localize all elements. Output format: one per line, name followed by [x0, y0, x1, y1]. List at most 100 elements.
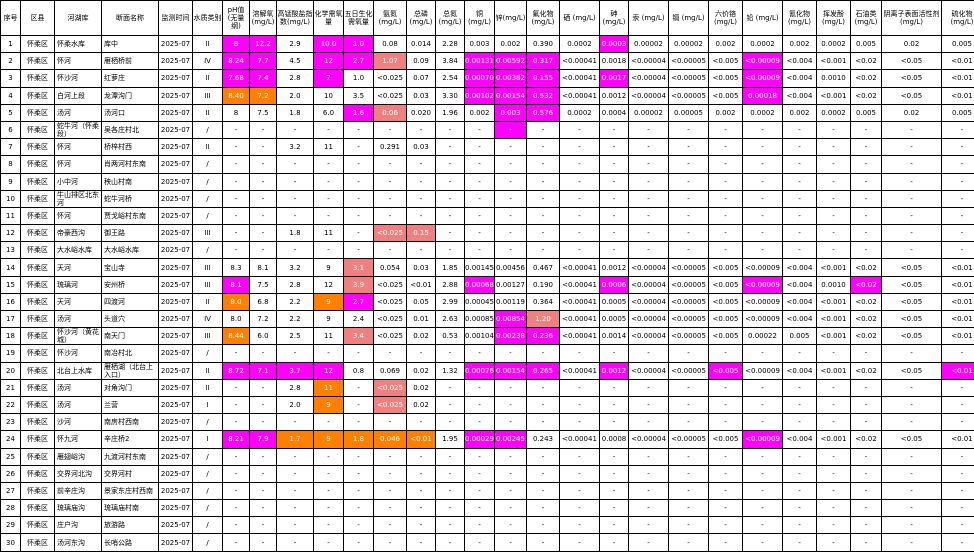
table-cell: <0.01 — [942, 70, 974, 87]
table-cell: 怀柔区 — [21, 379, 55, 396]
table-cell: - — [465, 173, 495, 190]
table-cell: - — [223, 345, 250, 362]
table-cell: - — [314, 465, 344, 482]
table-cell: - — [600, 482, 629, 499]
table-cell: 9 — [314, 396, 344, 413]
column-header: 六价铬(mg/L) — [709, 1, 743, 36]
table-cell: 1.95 — [436, 431, 465, 448]
table-cell: - — [277, 534, 314, 551]
table-cell: - — [314, 345, 344, 362]
table-cell: - — [743, 448, 783, 465]
table-cell: - — [436, 190, 465, 207]
table-cell: 2025-07 — [159, 311, 193, 328]
table-cell: 头道穴 — [102, 311, 159, 328]
table-cell: - — [743, 534, 783, 551]
table-cell: <0.01 — [942, 311, 974, 328]
table-cell: <0.00009 — [743, 70, 783, 87]
table-cell: 2.8 — [277, 379, 314, 396]
table-cell: - — [743, 156, 783, 173]
column-header: 挥发酚(mg/L) — [817, 1, 851, 36]
table-cell: <0.025 — [374, 396, 407, 413]
table-cell: 8.1 — [223, 276, 250, 293]
table-cell: <0.00004 — [629, 70, 669, 87]
table-cell: - — [527, 396, 560, 413]
table-cell: - — [942, 448, 974, 465]
table-cell: <0.00005 — [669, 431, 709, 448]
table-cell: - — [277, 500, 314, 517]
table-cell: <0.00004 — [629, 53, 669, 70]
table-cell: <0.02 — [851, 328, 882, 345]
table-cell: - — [709, 173, 743, 190]
table-cell: - — [250, 482, 277, 499]
table-cell: / — [193, 207, 223, 224]
table-cell: <0.00004 — [629, 431, 669, 448]
table-cell: 2.4 — [344, 311, 374, 328]
table-cell: 0.8 — [344, 362, 374, 379]
table-cell: II — [193, 293, 223, 310]
table-cell: 0.00592 — [495, 53, 527, 70]
table-cell: - — [942, 379, 974, 396]
table-cell: 辛庄桥2 — [102, 431, 159, 448]
table-cell: 0.002 — [783, 104, 817, 121]
table-cell: 怀柔区 — [21, 414, 55, 431]
table-cell: 怀柔区 — [21, 534, 55, 551]
table-cell: <0.00009 — [743, 293, 783, 310]
table-cell: - — [709, 396, 743, 413]
table-cell: 2025-07 — [159, 87, 193, 104]
table-cell: - — [600, 156, 629, 173]
table-cell: - — [743, 190, 783, 207]
table-cell: 0.576 — [527, 104, 560, 121]
table-cell: 3.5 — [344, 87, 374, 104]
table-cell: 2025-07 — [159, 482, 193, 499]
table-cell: - — [669, 517, 709, 534]
table-cell: 0.02 — [882, 104, 942, 121]
table-cell: 1.0 — [344, 70, 374, 87]
table-cell: 8.44 — [223, 328, 250, 345]
table-cell: - — [250, 345, 277, 362]
table-cell: 南房村西南 — [102, 414, 159, 431]
table-cell: - — [374, 448, 407, 465]
table-cell: 29 — [1, 517, 21, 534]
table-cell: 0.020 — [407, 104, 436, 121]
table-cell: <0.01 — [942, 431, 974, 448]
table-cell: <0.02 — [851, 293, 882, 310]
column-header: 溶解氧(mg/L) — [250, 1, 277, 36]
column-header: 氰化物(mg/L) — [783, 1, 817, 36]
table-cell: 7.1 — [250, 362, 277, 379]
table-cell: - — [465, 345, 495, 362]
table-cell: 0.00102 — [465, 87, 495, 104]
table-cell: <0.01 — [942, 87, 974, 104]
table-cell: - — [817, 448, 851, 465]
table-cell: <0.005 — [709, 293, 743, 310]
table-cell: - — [527, 121, 560, 138]
table-cell: / — [193, 534, 223, 551]
table-cell: - — [709, 379, 743, 396]
table-cell: 兰营 — [102, 396, 159, 413]
table-cell: - — [560, 207, 600, 224]
column-header: 五日生化需氧量 — [344, 1, 374, 36]
table-cell: 0.00131 — [465, 53, 495, 70]
table-cell: - — [882, 173, 942, 190]
table-cell: - — [783, 190, 817, 207]
table-cell: 2025-07 — [159, 156, 193, 173]
table-cell: 怀柔区 — [21, 70, 55, 87]
table-cell: 0.002 — [783, 36, 817, 53]
table-cell: - — [882, 190, 942, 207]
table-cell: 0.00022 — [743, 328, 783, 345]
table-cell: - — [743, 465, 783, 482]
table-cell: <0.05 — [882, 53, 942, 70]
table-cell: <0.025 — [374, 379, 407, 396]
table-cell: 0.069 — [374, 362, 407, 379]
table-cell: 大水峪水库 — [55, 242, 102, 259]
table-cell: <0.01 — [942, 276, 974, 293]
table-cell: - — [709, 500, 743, 517]
table-cell: - — [783, 534, 817, 551]
table-cell: - — [743, 396, 783, 413]
table-cell: - — [560, 396, 600, 413]
table-cell: 15 — [1, 276, 21, 293]
table-cell: 怀柔区 — [21, 500, 55, 517]
